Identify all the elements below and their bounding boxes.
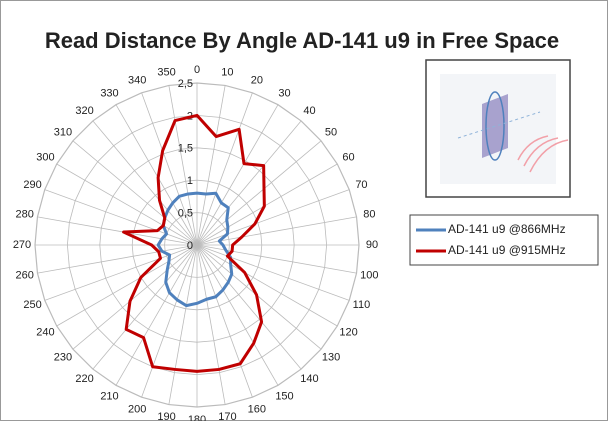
angle-label: 320 [75, 105, 93, 117]
angle-label: 50 [325, 126, 337, 138]
angle-label: 110 [353, 299, 371, 311]
angle-label: 0 [194, 64, 200, 76]
angle-label: 280 [15, 209, 33, 221]
antenna-icon [426, 60, 570, 197]
angle-label: 70 [355, 179, 367, 191]
angle-label: 350 [157, 67, 175, 79]
angle-label: 300 [36, 151, 54, 163]
legend-label: AD-141 u9 @915MHz [448, 243, 566, 257]
angle-label: 290 [23, 179, 41, 191]
angle-label: 10 [221, 67, 233, 79]
angle-label: 330 [100, 87, 118, 99]
chart: Read Distance By Angle AD-141 u9 in Free… [0, 0, 608, 421]
r-tick-label: 0,5 [178, 208, 193, 220]
page: {"chart_data": {"type": "radar", "title"… [0, 0, 608, 421]
angle-label: 40 [303, 105, 315, 117]
r-tick-label: 1,5 [178, 143, 193, 155]
angle-label: 170 [218, 411, 236, 421]
angle-label: 240 [36, 326, 54, 338]
angle-label: 60 [342, 151, 354, 163]
angle-label: 20 [251, 74, 263, 86]
r-tick-label: 1 [187, 175, 193, 187]
angle-label: 200 [128, 403, 146, 415]
legend-label: AD-141 u9 @866MHz [448, 222, 566, 236]
angle-label: 130 [322, 351, 340, 363]
angle-label: 30 [278, 87, 290, 99]
angle-label: 90 [366, 239, 378, 251]
r-tick-label: 2,5 [178, 78, 193, 90]
angle-label: 80 [363, 209, 375, 221]
angle-label: 120 [339, 326, 357, 338]
angle-label: 230 [54, 351, 72, 363]
angle-label: 180 [188, 414, 206, 421]
angle-label: 190 [157, 411, 175, 421]
angle-label: 160 [248, 403, 266, 415]
angle-label: 150 [275, 390, 293, 402]
angle-label: 100 [360, 269, 378, 281]
angle-label: 220 [75, 373, 93, 385]
chart-title: Read Distance By Angle AD-141 u9 in Free… [45, 28, 559, 53]
angle-label: 210 [100, 390, 118, 402]
r-tick-label: 0 [187, 240, 193, 252]
angle-label: 260 [15, 269, 33, 281]
angle-label: 250 [23, 299, 41, 311]
angle-label: 140 [300, 373, 318, 385]
angle-label: 340 [128, 74, 146, 86]
angle-label: 270 [13, 239, 31, 251]
angle-label: 310 [54, 126, 72, 138]
